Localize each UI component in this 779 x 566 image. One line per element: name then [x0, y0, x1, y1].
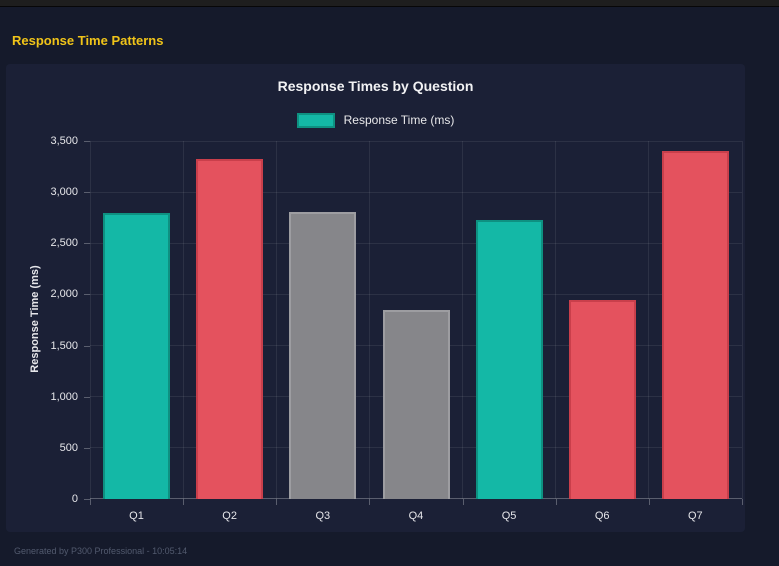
y-tick-mark: [84, 243, 90, 245]
x-tick-mark: [648, 499, 650, 505]
y-tick-label: 1,000: [50, 390, 78, 403]
x-tick-mark: [90, 499, 91, 505]
bar-Q7: [661, 151, 729, 499]
gridline-vertical: [741, 141, 743, 499]
gridline-horizontal: [90, 242, 742, 244]
gridline-vertical: [462, 141, 464, 499]
legend-swatch: [296, 112, 335, 128]
y-tick-mark: [84, 447, 90, 449]
y-tick-mark: [84, 499, 90, 500]
x-tick-mark: [742, 499, 743, 505]
bar-Q1: [103, 212, 171, 499]
plot-area: [89, 140, 743, 499]
x-tick-mark: [462, 499, 464, 505]
chart-legend[interactable]: Response Time (ms): [6, 112, 745, 128]
y-tick-label: 3,500: [50, 135, 78, 147]
y-tick-mark: [84, 294, 90, 296]
bar-Q5: [475, 219, 543, 499]
y-tick-mark: [84, 396, 90, 398]
y-axis-title: Response Time (ms): [29, 265, 41, 373]
gridline-vertical: [275, 141, 277, 499]
chart-card: Response Times by Question Response Time…: [6, 64, 745, 532]
gridline-vertical: [89, 141, 91, 499]
x-tick-mark: [276, 499, 278, 505]
chart-title: Response Times by Question: [277, 78, 474, 94]
gridline-vertical: [368, 141, 370, 499]
gridline-vertical: [182, 141, 184, 499]
x-tick-label-Q3: Q3: [315, 510, 331, 522]
gridline-vertical: [648, 141, 650, 499]
x-tick-mark: [183, 499, 185, 505]
gridline-horizontal: [90, 140, 742, 142]
gridline-horizontal: [90, 293, 742, 295]
y-tick-label: 500: [59, 441, 78, 454]
y-tick-label: 1,500: [50, 339, 78, 352]
bar-Q3: [289, 211, 357, 499]
x-tick-label-Q6: Q6: [594, 510, 610, 522]
x-tick-mark: [369, 499, 371, 505]
gridline-horizontal: [90, 191, 742, 193]
page-title: Response Time Patterns: [12, 33, 164, 48]
y-tick-label: 2,500: [50, 237, 78, 250]
y-tick-label: 2,000: [50, 288, 78, 301]
y-tick-mark: [84, 192, 90, 194]
x-tick-label-Q2: Q2: [222, 510, 237, 522]
footer-text: Generated by P300 Professional - 10:05:1…: [14, 546, 188, 556]
y-tick-mark: [84, 141, 90, 142]
y-tick-label: 0: [71, 493, 78, 505]
top-bar: [0, 0, 779, 7]
bar-Q2: [196, 159, 264, 499]
legend-label: Response Time (ms): [343, 113, 455, 127]
y-tick-mark: [84, 345, 90, 347]
bar-Q6: [568, 299, 636, 499]
x-tick-mark: [555, 499, 557, 505]
x-tick-label-Q1: Q1: [129, 510, 144, 522]
bar-Q4: [382, 309, 450, 499]
gridline-vertical: [555, 141, 557, 499]
y-tick-label: 3,000: [50, 186, 78, 199]
x-tick-label-Q7: Q7: [688, 510, 703, 522]
x-tick-label-Q5: Q5: [501, 510, 517, 522]
x-tick-label-Q4: Q4: [408, 510, 424, 522]
